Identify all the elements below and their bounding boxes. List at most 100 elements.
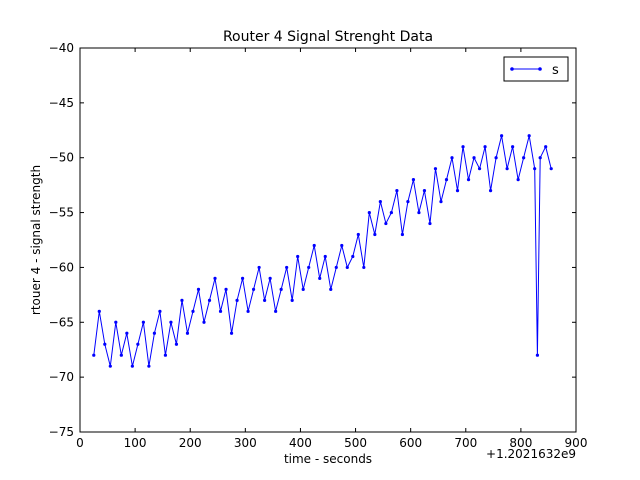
data-point [290,298,294,302]
data-point [439,200,443,204]
data-point [147,364,151,368]
data-point [158,309,162,313]
data-point [549,167,553,171]
x-tick-label: 100 [124,436,147,450]
data-point [136,342,140,346]
data-point [213,276,217,280]
data-point [329,287,333,291]
data-point [500,134,504,138]
data-point [406,200,410,204]
data-point [114,320,118,324]
data-point [180,298,184,302]
data-point [411,178,416,182]
x-tick-label: 200 [179,436,202,450]
legend-label: s [552,63,559,78]
legend-marker-right [538,67,542,71]
data-point [119,353,123,357]
data-point [152,331,156,335]
data-point [362,265,366,270]
data-point [544,145,548,149]
data-point [263,298,267,302]
data-point [461,145,465,149]
y-axis: −75 −70 −65 −60 −55 −50 −45 −40 [49,41,576,439]
data-point [323,254,327,259]
data-point [505,167,509,171]
series-layer [92,134,553,368]
data-point [103,342,107,346]
data-point [351,254,355,259]
data-point [433,167,438,171]
data-point [252,287,256,291]
data-point [207,298,212,302]
data-point [279,287,283,291]
data-point [417,210,421,215]
data-point [202,320,206,324]
data-point [522,156,526,160]
data-point [450,156,454,160]
data-point [224,287,228,291]
data-point [312,243,316,248]
legend-marker-left [510,67,514,71]
data-point [527,134,531,138]
y-tick-label: −45 [49,96,74,110]
data-point [488,189,493,193]
x-offset-label: +1.2021632e9 [486,447,576,461]
data-point [163,353,168,357]
y-tick-label: −40 [49,41,74,55]
data-point [367,210,371,215]
data-point [477,167,482,171]
x-tick-label: 300 [234,436,257,450]
data-point [340,243,344,248]
data-point [191,309,195,313]
data-point [240,276,245,280]
data-point [455,189,460,193]
y-tick-label: −55 [49,206,74,220]
data-point [130,364,134,368]
data-point [174,342,179,346]
x-tick-label: 500 [344,436,367,450]
data-point [235,298,239,302]
data-point [296,254,300,259]
x-tick-label: 0 [76,436,84,450]
y-tick-label: −75 [49,425,74,439]
x-tick-label: 600 [399,436,422,450]
data-point [334,265,338,270]
y-tick-label: −65 [49,315,74,329]
data-point [246,309,250,313]
data-point [516,178,520,182]
data-point [422,189,427,193]
data-point [97,309,101,313]
data-point [395,189,399,193]
plot-area [79,47,577,433]
data-point [444,178,449,182]
data-point [301,287,305,291]
data-point [428,221,432,226]
data-point [533,167,537,171]
data-point [108,364,112,368]
data-point [125,331,129,335]
data-point [538,156,542,160]
data-point [92,353,96,357]
data-point [511,145,515,149]
y-tick-label: −50 [49,151,74,165]
data-point [218,309,223,313]
y-axis-label: rtouer 4 - signal strength [29,165,43,315]
data-point [274,309,278,313]
data-point [268,276,272,280]
data-point [400,232,404,237]
x-axis: 0 100 200 300 400 500 600 700 800 900 [76,48,587,450]
data-point [141,320,145,324]
data-point [356,232,360,237]
data-point [169,320,173,324]
data-point [196,287,201,291]
data-point [472,156,476,160]
data-point [229,331,234,335]
y-tick-label: −70 [49,370,74,384]
data-point [285,265,289,270]
data-point [373,232,377,237]
legend: s [503,56,569,82]
data-point [378,200,382,204]
data-point [389,210,393,215]
data-point [318,276,322,280]
chart-title: Router 4 Signal Strenght Data [223,29,433,45]
